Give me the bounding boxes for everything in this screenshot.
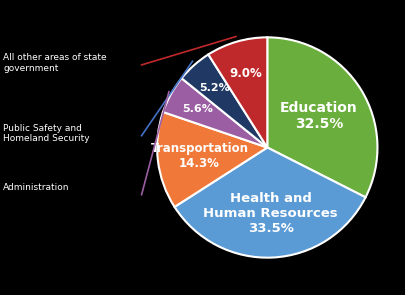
- Text: Health and
Human Resources
33.5%: Health and Human Resources 33.5%: [203, 192, 338, 235]
- Text: All other areas of state
government: All other areas of state government: [3, 53, 107, 73]
- Text: Administration: Administration: [3, 183, 70, 192]
- Text: Education
32.5%: Education 32.5%: [280, 101, 358, 131]
- Wedge shape: [181, 55, 267, 148]
- Text: 9.0%: 9.0%: [229, 67, 262, 80]
- Wedge shape: [267, 37, 377, 197]
- Wedge shape: [208, 37, 267, 148]
- Text: 5.2%: 5.2%: [199, 83, 230, 93]
- Text: Public Safety and
Homeland Security: Public Safety and Homeland Security: [3, 124, 90, 143]
- Wedge shape: [163, 78, 267, 148]
- Wedge shape: [175, 148, 366, 258]
- Text: 5.6%: 5.6%: [182, 104, 213, 114]
- Wedge shape: [157, 112, 267, 207]
- Text: Transportation
14.3%: Transportation 14.3%: [151, 142, 249, 170]
